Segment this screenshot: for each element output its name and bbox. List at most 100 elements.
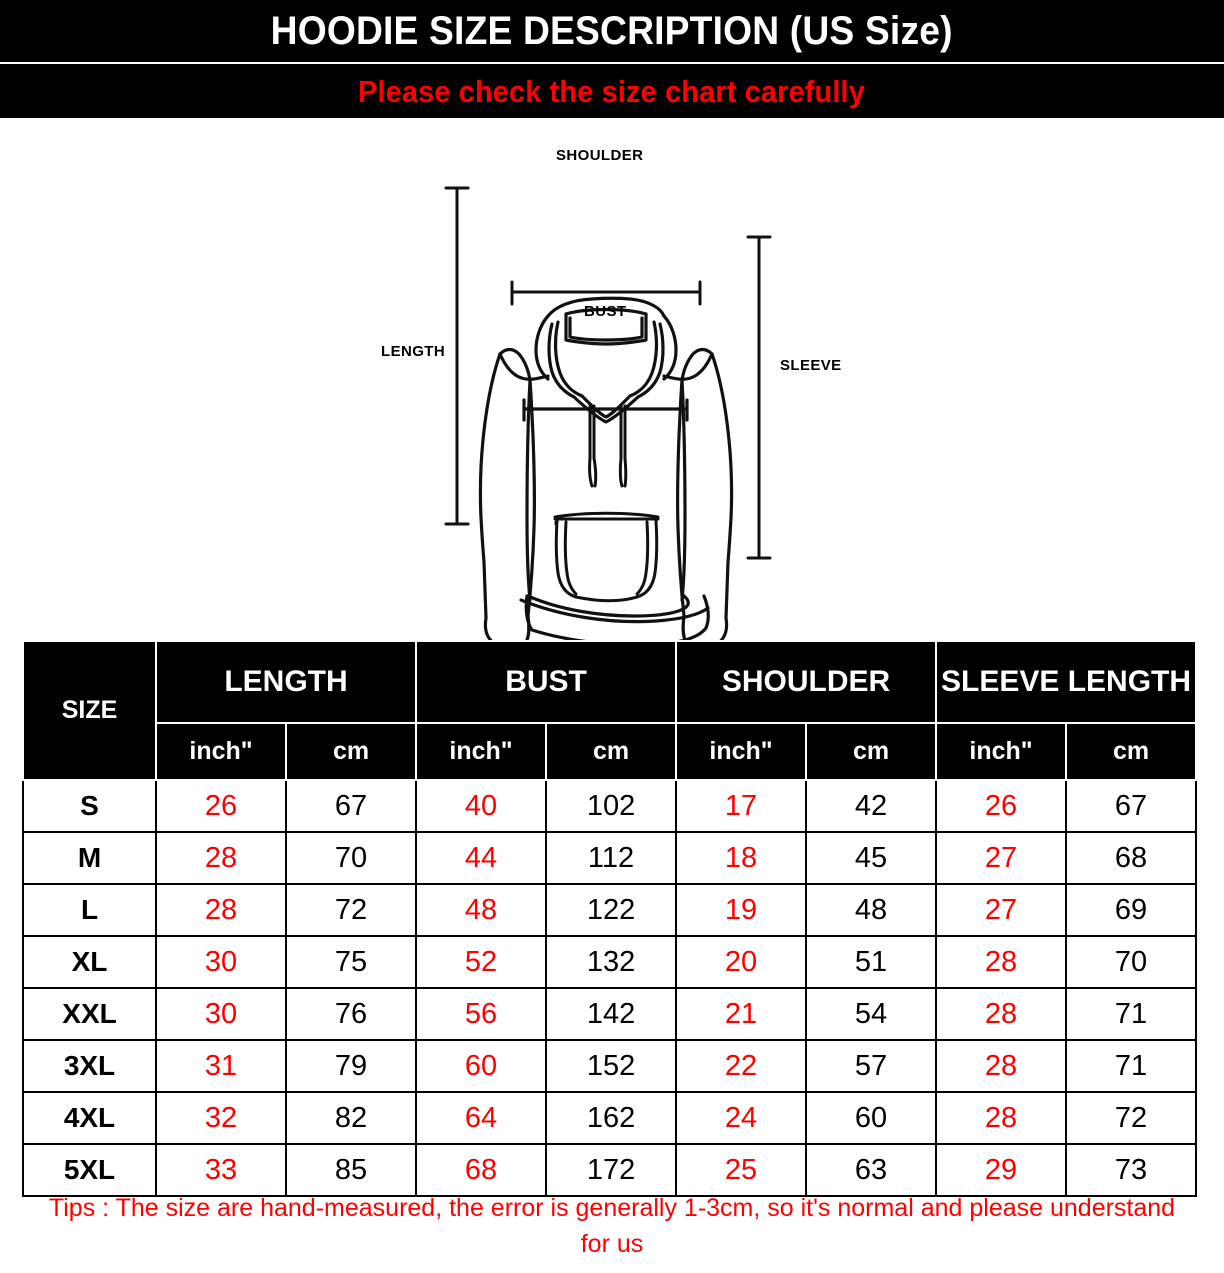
cell-length-in: 33 xyxy=(155,1143,287,1197)
cell-size: 4XL xyxy=(22,1091,157,1145)
cell-sleeve-cm: 69 xyxy=(1065,883,1198,937)
cell-length-cm: 72 xyxy=(284,883,418,937)
cell-bust-cm: 132 xyxy=(545,935,678,989)
cell-sleeve-cm: 71 xyxy=(1065,1039,1198,1093)
page-title: HOODIE SIZE DESCRIPTION (US Size) xyxy=(270,9,954,53)
unit-header-bust-cm: cm xyxy=(545,722,678,781)
cell-size: XL xyxy=(22,935,157,989)
cell-bust-cm: 162 xyxy=(545,1091,678,1145)
cell-sleeve-in: 27 xyxy=(935,883,1068,937)
hood-drawstrings xyxy=(588,404,628,488)
cell-shoulder-cm: 60 xyxy=(805,1091,938,1145)
unit-header-length-inch: inch" xyxy=(155,722,287,781)
cell-bust-in: 68 xyxy=(415,1143,548,1197)
column-header-bust: BUST xyxy=(415,640,678,724)
column-header-length: LENGTH xyxy=(154,640,418,724)
cell-shoulder-in: 20 xyxy=(675,935,808,989)
unit-header-length-cm: cm xyxy=(284,722,418,781)
table-row: XXL 30 76 56 142 21 54 28 71 xyxy=(22,987,1198,1041)
cell-sleeve-cm: 70 xyxy=(1065,935,1198,989)
cell-sleeve-in: 27 xyxy=(935,831,1068,885)
table-header-row-units: inch" cm inch" cm inch" cm inch" cm xyxy=(23,722,1198,781)
cell-sleeve-in: 26 xyxy=(935,779,1068,833)
column-header-shoulder: SHOULDER xyxy=(675,640,938,724)
cell-length-cm: 76 xyxy=(284,987,418,1041)
unit-header-sleeve-cm: cm xyxy=(1065,722,1198,781)
cell-sleeve-cm: 72 xyxy=(1065,1091,1198,1145)
cell-sleeve-in: 28 xyxy=(935,1091,1068,1145)
unit-header-bust-inch: inch" xyxy=(415,722,548,781)
cell-length-cm: 82 xyxy=(284,1091,418,1145)
cell-shoulder-in: 18 xyxy=(675,831,808,885)
hoodie-diagram: SHOULDER LENGTH BUST SLEEVE Made by Poly… xyxy=(0,118,1224,728)
table-row: S 26 67 40 102 17 42 26 67 xyxy=(22,779,1198,833)
subtitle-banner: Please check the size chart carefully xyxy=(0,64,1224,118)
cell-shoulder-cm: 51 xyxy=(805,935,938,989)
cell-size: S xyxy=(22,779,157,833)
unit-header-shoulder-inch: inch" xyxy=(675,722,808,781)
cell-bust-in: 40 xyxy=(415,779,548,833)
tips-note: Tips : The size are hand-measured, the e… xyxy=(48,1194,1176,1259)
cell-length-cm: 79 xyxy=(284,1039,418,1093)
sleeve-label: SLEEVE xyxy=(780,357,842,374)
cell-bust-cm: 112 xyxy=(545,831,678,885)
bust-label: BUST xyxy=(584,303,627,320)
cell-length-cm: 70 xyxy=(284,831,418,885)
table-body: S 26 67 40 102 17 42 26 67 M 28 70 44 11… xyxy=(22,779,1198,1197)
sleeve-dimension-line xyxy=(746,235,772,560)
cell-shoulder-in: 19 xyxy=(675,883,808,937)
cell-shoulder-in: 22 xyxy=(675,1039,808,1093)
cell-bust-cm: 172 xyxy=(545,1143,678,1197)
cell-sleeve-in: 28 xyxy=(935,935,1068,989)
column-header-size: SIZE xyxy=(22,640,157,781)
shoulder-dimension-line xyxy=(510,280,702,306)
cell-bust-cm: 122 xyxy=(545,883,678,937)
kangaroo-pocket xyxy=(553,511,660,603)
cell-bust-cm: 152 xyxy=(545,1039,678,1093)
cell-sleeve-in: 28 xyxy=(935,1039,1068,1093)
cell-bust-in: 64 xyxy=(415,1091,548,1145)
title-banner: HOODIE SIZE DESCRIPTION (US Size) xyxy=(0,0,1224,62)
hoodie-illustration-svg xyxy=(444,186,772,640)
cell-shoulder-cm: 63 xyxy=(805,1143,938,1197)
column-header-sleeve-length: SLEEVE LENGTH xyxy=(935,640,1198,724)
table-row: 4XL 32 82 64 162 24 60 28 72 xyxy=(22,1091,1198,1145)
cell-size: L xyxy=(22,883,157,937)
cell-length-in: 30 xyxy=(155,987,287,1041)
cell-length-in: 31 xyxy=(155,1039,287,1093)
cell-bust-in: 52 xyxy=(415,935,548,989)
cell-bust-in: 48 xyxy=(415,883,548,937)
cell-bust-in: 44 xyxy=(415,831,548,885)
cell-length-in: 28 xyxy=(155,831,287,885)
cell-length-cm: 85 xyxy=(284,1143,418,1197)
cell-length-in: 26 xyxy=(155,779,287,833)
cell-size: M xyxy=(22,831,157,885)
cell-length-in: 30 xyxy=(155,935,287,989)
cell-bust-in: 60 xyxy=(415,1039,548,1093)
cell-length-in: 32 xyxy=(155,1091,287,1145)
cell-length-cm: 67 xyxy=(284,779,418,833)
shoulder-label: SHOULDER xyxy=(556,147,644,164)
header-divider-rule xyxy=(0,62,1224,64)
cell-size: 3XL xyxy=(22,1039,157,1093)
cell-sleeve-cm: 71 xyxy=(1065,987,1198,1041)
length-dimension-line xyxy=(444,186,470,526)
unit-header-shoulder-cm: cm xyxy=(805,722,938,781)
cell-shoulder-cm: 48 xyxy=(805,883,938,937)
cell-sleeve-cm: 67 xyxy=(1065,779,1198,833)
table-row: 5XL 33 85 68 172 25 63 29 73 xyxy=(22,1143,1198,1197)
cell-size: XXL xyxy=(22,987,157,1041)
cell-shoulder-in: 24 xyxy=(675,1091,808,1145)
hoodie-body-outline xyxy=(478,347,734,640)
cell-size: 5XL xyxy=(22,1143,157,1197)
hood-outline xyxy=(498,296,714,424)
cell-sleeve-cm: 73 xyxy=(1065,1143,1198,1197)
cell-length-cm: 75 xyxy=(284,935,418,989)
cell-shoulder-cm: 54 xyxy=(805,987,938,1041)
page-subtitle: Please check the size chart carefully xyxy=(358,73,866,109)
table-row: XL 30 75 52 132 20 51 28 70 xyxy=(22,935,1198,989)
cell-bust-cm: 102 xyxy=(545,779,678,833)
cell-sleeve-in: 29 xyxy=(935,1143,1068,1197)
cell-sleeve-in: 28 xyxy=(935,987,1068,1041)
cell-bust-in: 56 xyxy=(415,987,548,1041)
